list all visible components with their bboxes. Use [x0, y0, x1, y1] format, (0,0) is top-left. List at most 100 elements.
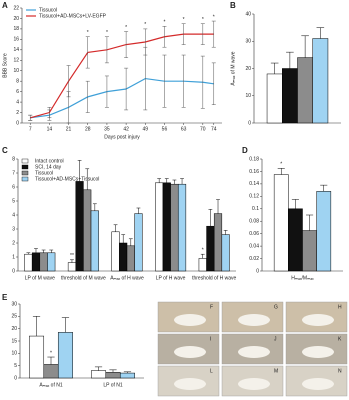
- photo-label: G: [274, 304, 278, 310]
- bar: [119, 242, 128, 272]
- y-tick-label: 0.1: [252, 206, 259, 212]
- bar: [31, 252, 41, 272]
- y-tick-label: 20: [13, 16, 19, 22]
- photo-label: H: [338, 304, 342, 310]
- y-tick-label: 2: [16, 110, 19, 116]
- bar: [297, 57, 313, 124]
- error-bar: [123, 371, 132, 374]
- bar: [134, 213, 143, 272]
- error-bar: [124, 67, 129, 111]
- y-tick-label: 7: [12, 170, 15, 176]
- rat: [302, 314, 334, 326]
- x-tick-label: 14: [47, 126, 53, 132]
- error-bar: [211, 20, 216, 48]
- bar: [47, 252, 56, 272]
- error-bar: [162, 54, 167, 108]
- y-tick-label: 6: [12, 184, 15, 190]
- error-bar: [85, 168, 90, 190]
- bar: [206, 225, 215, 272]
- y-tick-label: 30: [11, 301, 17, 307]
- error-bar: [85, 36, 90, 69]
- error-bar: [301, 35, 309, 58]
- bar: [198, 258, 207, 272]
- x-tick-label: 63: [181, 126, 187, 132]
- error-bar: [316, 27, 325, 39]
- bar: [162, 182, 171, 272]
- x-tick-label: 56: [162, 126, 168, 132]
- y-tick-label: 0.08: [249, 219, 259, 225]
- error-bar: [277, 168, 285, 175]
- y-tick-label: 0.14: [249, 181, 259, 187]
- y-tick-label: 1: [12, 254, 15, 260]
- photo-label: F: [210, 304, 213, 310]
- photo-label: N: [338, 368, 342, 374]
- bar: [155, 182, 164, 272]
- y-tick-label: 22: [13, 5, 19, 11]
- y-tick-label: 10: [11, 351, 17, 357]
- rat: [238, 314, 270, 326]
- error-bar: [128, 238, 133, 246]
- bar: [213, 213, 223, 272]
- significance: *: [144, 22, 146, 28]
- legend-label: Tissucol: [35, 170, 53, 176]
- bar: [302, 230, 317, 272]
- photo-label: K: [338, 336, 342, 342]
- error-bar: [320, 184, 328, 192]
- error-bar: [66, 65, 71, 98]
- y-tick-label: 3: [12, 226, 15, 232]
- y-tick-label: 4: [12, 212, 15, 218]
- legend-label: Tissucol+AD-MSCs+Tissucol: [35, 176, 99, 182]
- significance: *: [50, 350, 52, 356]
- y-tick-label: 0: [248, 120, 251, 126]
- error-bar: [200, 23, 205, 45]
- legend-swatch: [21, 176, 29, 182]
- y-tick-label: 40: [245, 11, 251, 17]
- x-tick-label: Aₘₐₓ of N1: [39, 382, 63, 388]
- error-bar: [291, 199, 299, 209]
- legend-swatch: [21, 158, 29, 164]
- x-tick-label: threshold of H wave: [192, 275, 236, 281]
- error-bar: [180, 178, 184, 185]
- y-tick-label: 4: [16, 99, 19, 105]
- photo-label: J: [274, 336, 277, 342]
- error-bar: [77, 160, 82, 182]
- error-bar: [47, 356, 55, 365]
- x-tick-label: LP of H wave: [156, 275, 186, 281]
- y-tick-label: 0: [16, 120, 19, 126]
- x-tick-label: LP of N1: [103, 382, 123, 388]
- bar: [67, 262, 77, 272]
- x-tick-label: 42: [123, 126, 129, 132]
- bar: [316, 191, 332, 272]
- x-tick-label: 28: [85, 126, 91, 132]
- y-tick-label: 15: [11, 338, 17, 344]
- significance: *: [183, 17, 185, 23]
- bar: [43, 364, 59, 379]
- x-tick-label: threshold of M wave: [61, 275, 106, 281]
- x-tick-label: LP of M wave: [25, 275, 55, 281]
- error-bar: [47, 107, 52, 119]
- error-bar: [113, 224, 118, 232]
- error-bar: [164, 178, 169, 183]
- error-bar: [306, 214, 314, 231]
- x-tick-label: Hₘₐₓ/Mₘₐₓ: [291, 275, 314, 281]
- error-bar: [28, 114, 33, 121]
- bar: [119, 372, 135, 379]
- legend-swatch: [21, 164, 29, 170]
- y-tick-label: 0.12: [249, 194, 259, 200]
- legend-swatch: [21, 170, 29, 176]
- significance: *: [106, 30, 108, 36]
- rat: [174, 314, 206, 326]
- y-tick-label: 12: [13, 58, 19, 64]
- y-tick-label: 5: [12, 198, 15, 204]
- bar: [288, 208, 303, 272]
- photo-grid: [157, 301, 348, 397]
- error-bar: [136, 207, 141, 214]
- error-bar: [85, 80, 90, 113]
- y-tick-label: 10: [245, 93, 251, 99]
- legend-label: Tissucol+AD-MSCs+LV-EGFP: [39, 13, 107, 19]
- error-bar: [32, 316, 41, 337]
- y-tick-label: 0.02: [249, 256, 259, 262]
- x-axis-label: Days post injury: [104, 134, 140, 140]
- significance: *: [202, 17, 204, 23]
